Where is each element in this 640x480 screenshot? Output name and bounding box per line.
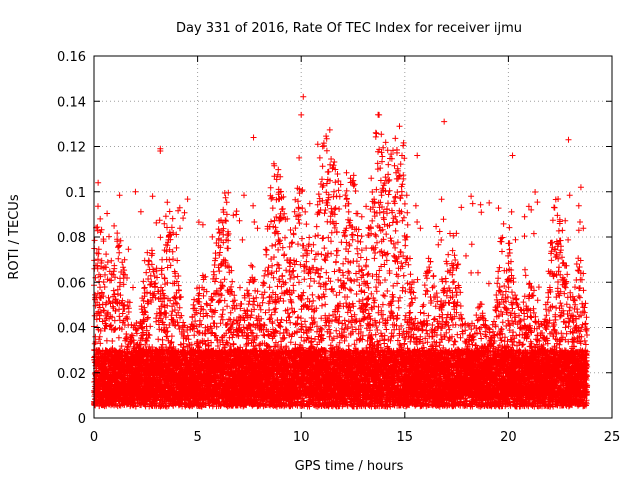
scatter-point <box>316 154 323 161</box>
scatter-point <box>441 118 448 125</box>
y-tick-label: 0.14 <box>57 95 86 110</box>
x-tick-label: 5 <box>193 430 201 445</box>
x-tick-label: 25 <box>604 430 621 445</box>
x-tick-label: 0 <box>90 430 98 445</box>
scatter-point <box>296 154 303 161</box>
y-tick-label: 0.04 <box>57 322 86 337</box>
scatter-point <box>509 152 516 159</box>
x-tick-label: 20 <box>500 430 517 445</box>
axis-ticks: 0 0.02 0.04 0.06 0.08 0.1 0.12 0.14 0.16 0 5 10 15 20… <box>57 50 620 445</box>
x-tick-label: 10 <box>293 430 310 445</box>
y-tick-label: 0 <box>78 412 86 427</box>
scatter-point <box>97 215 104 222</box>
scatter-point <box>250 134 257 141</box>
scatter-point <box>314 141 321 148</box>
y-axis-label: ROTI / TECUs <box>7 194 22 279</box>
scatter-point <box>298 111 305 118</box>
y-tick-label: 0.02 <box>57 367 86 382</box>
chart-title: Day 331 of 2016, Rate Of TEC Index for r… <box>176 21 522 36</box>
y-tick-label: 0.12 <box>57 141 86 156</box>
scatter-point <box>95 179 102 186</box>
x-axis-label: GPS time / hours <box>295 459 404 474</box>
scatter-point <box>577 184 584 191</box>
y-tick-label: 0.06 <box>57 276 86 291</box>
scatter-point <box>575 227 582 234</box>
scatter-point <box>300 93 307 100</box>
scatter-point <box>528 206 535 213</box>
scatter-point-cloud <box>91 111 591 410</box>
y-tick-label: 0.08 <box>57 231 86 246</box>
x-tick-label: 15 <box>397 430 414 445</box>
scatter-point <box>414 152 421 159</box>
y-tick-label: 0.1 <box>65 186 86 201</box>
scatter-point <box>132 188 139 195</box>
scatter-point <box>468 193 475 200</box>
scatter-point <box>374 166 381 173</box>
data-points <box>91 93 591 410</box>
y-tick-label: 0.16 <box>57 50 86 65</box>
scatter-point <box>565 136 572 143</box>
scatter-point <box>157 148 164 155</box>
